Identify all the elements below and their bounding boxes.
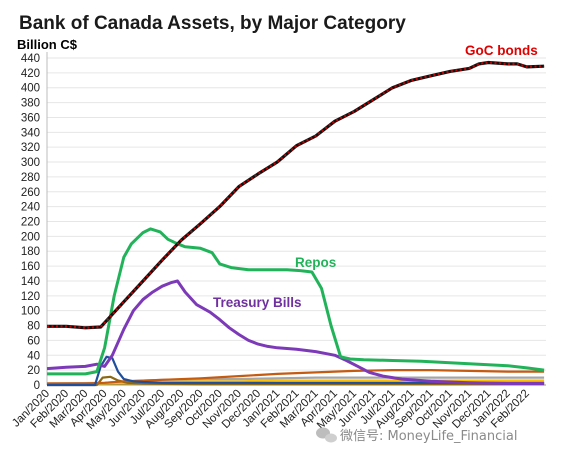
series-4-line [47, 369, 545, 385]
y-tick-label-8: 160 [21, 261, 40, 273]
y-tick-label-0: 0 [34, 380, 40, 392]
goc-bonds-label: GoC bonds [465, 43, 538, 58]
y-tick-label-13: 260 [21, 187, 40, 199]
y-tick-label-3: 60 [27, 335, 40, 347]
y-tick-label-11: 220 [21, 217, 40, 229]
y-tick-label-1: 20 [27, 365, 40, 377]
y-tick-label-21: 420 [21, 68, 40, 80]
x-axis-ticks: Jan/2020Feb/2020Mar/2020Apr/2020May/2020… [10, 388, 532, 432]
repos-label: Repos [295, 255, 336, 270]
y-tick-label-9: 180 [21, 246, 40, 258]
treasury-bills-label: Treasury Bills [213, 295, 302, 310]
goc-bonds-line-base [47, 60, 545, 330]
y-axis-ticks: 0 20 40 60 80 100 120 140 160 180 200 220 240 260 280 3… [21, 53, 40, 392]
y-tick-label-15: 300 [21, 157, 40, 169]
y-tick-label-20: 400 [21, 83, 40, 95]
watermark-text: 微信号: MoneyLife_Financial [340, 429, 517, 444]
y-axis-unit-label: Billion C$ [17, 37, 78, 52]
series-3-line [47, 355, 545, 387]
y-tick-label-16: 320 [21, 142, 40, 154]
repos-line [47, 227, 545, 376]
y-tick-label-14: 280 [21, 172, 40, 184]
y-tick-label-19: 380 [21, 98, 40, 110]
series-5-line [47, 375, 545, 387]
wechat-icon [316, 427, 337, 443]
y-tick-label-12: 240 [21, 202, 40, 214]
chart-title: Bank of Canada Assets, by Major Category [19, 13, 406, 34]
treasury-bills-line [46, 279, 545, 385]
y-tick-label-22: 440 [21, 53, 40, 65]
y-tick-label-6: 120 [21, 291, 40, 303]
watermark: 微信号: MoneyLife_Financial [316, 427, 517, 444]
y-tick-label-10: 200 [21, 231, 40, 243]
y-tick-label-7: 140 [21, 276, 40, 288]
y-tick-label-17: 340 [21, 127, 40, 139]
series-lines [46, 60, 545, 387]
series-labels: GoC bonds Repos Treasury Bills [213, 43, 538, 310]
y-tick-label-18: 360 [21, 112, 40, 124]
y-tick-label-5: 100 [21, 306, 40, 318]
y-tick-label-2: 40 [27, 350, 40, 362]
gridlines [47, 57, 546, 386]
y-tick-label-4: 80 [27, 321, 40, 333]
